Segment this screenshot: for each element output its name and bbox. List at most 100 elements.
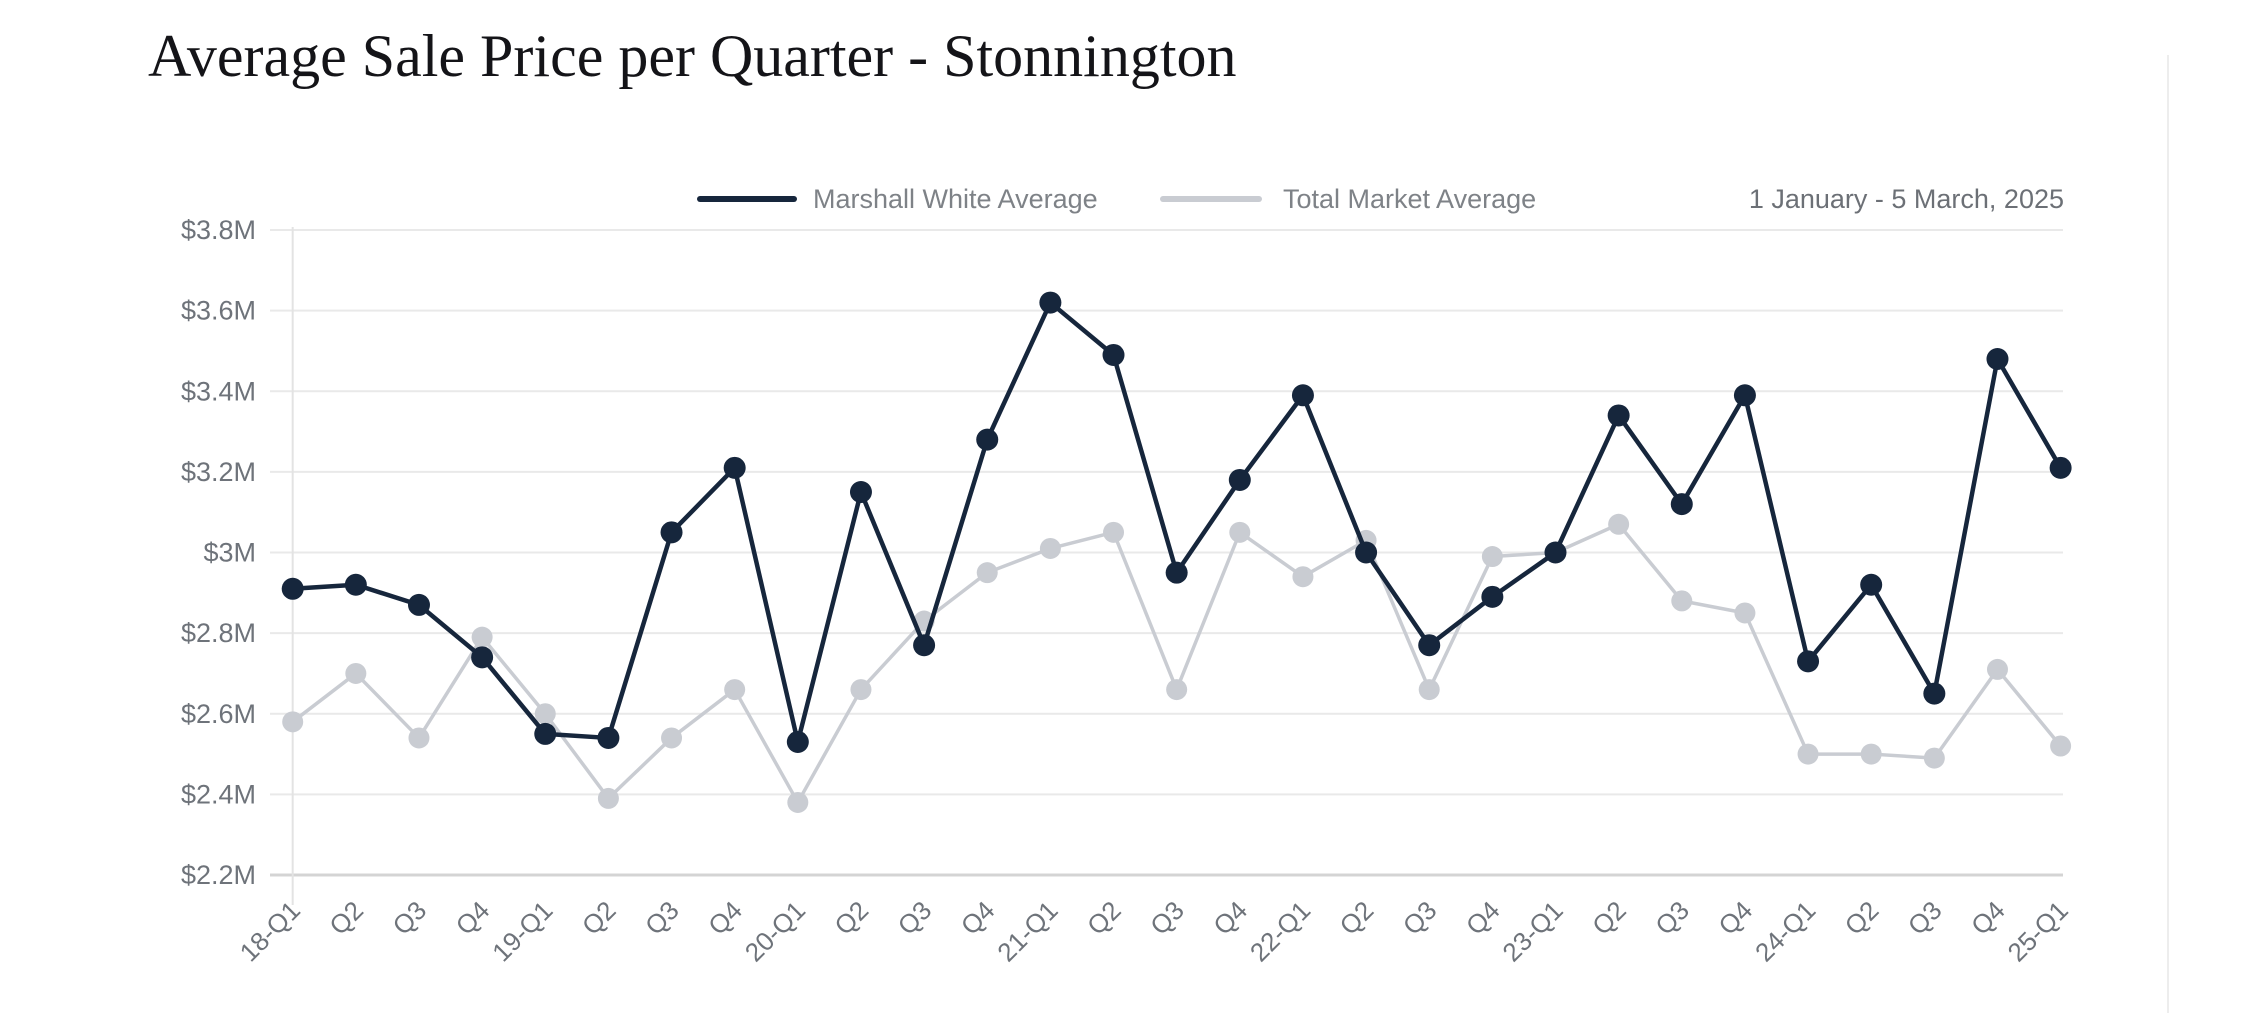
data-point-total-market-average — [1671, 590, 1693, 612]
y-tick-label: $3.4M — [181, 376, 256, 406]
data-point-marshall-white-average — [786, 730, 809, 753]
x-tick-label: Q4 — [1460, 895, 1506, 941]
x-tick-label: Q2 — [323, 895, 369, 941]
data-point-marshall-white-average — [344, 573, 367, 596]
x-tick-label: Q2 — [1839, 895, 1885, 941]
x-tick-label: Q2 — [1081, 895, 1127, 941]
data-point-marshall-white-average — [723, 456, 746, 479]
data-point-total-market-average — [1608, 513, 1630, 535]
x-tick-label: Q2 — [828, 895, 874, 941]
data-point-marshall-white-average — [1165, 561, 1188, 584]
data-point-total-market-average — [976, 562, 998, 584]
data-point-marshall-white-average — [281, 577, 304, 600]
y-tick-label: $2.6M — [181, 699, 256, 729]
y-tick-label: $3M — [203, 538, 256, 568]
x-tick-label: 18-Q1 — [234, 895, 306, 967]
x-tick-label: Q3 — [1649, 895, 1695, 941]
x-tick-label: Q3 — [1902, 895, 1948, 941]
data-point-marshall-white-average — [1102, 343, 1125, 366]
x-tick-label: Q3 — [892, 895, 938, 941]
chart-title: Average Sale Price per Quarter - Stonnin… — [148, 23, 1237, 89]
data-point-total-market-average — [1039, 537, 1061, 559]
data-point-marshall-white-average — [2049, 456, 2072, 479]
data-point-total-market-average — [2050, 735, 2072, 757]
data-point-marshall-white-average — [1039, 291, 1062, 314]
x-tick-label: Q4 — [1965, 895, 2011, 941]
data-point-marshall-white-average — [1607, 404, 1630, 427]
data-point-total-market-average — [1166, 679, 1188, 701]
x-tick-label: 23-Q1 — [1496, 895, 1568, 967]
data-point-total-market-average — [1860, 743, 1882, 765]
legend-swatch-marshall-white — [697, 196, 797, 202]
legend-label-marshall-white: Marshall White Average — [813, 184, 1098, 214]
y-tick-label: $3.2M — [181, 457, 256, 487]
data-point-total-market-average — [1418, 679, 1440, 701]
x-tick-label: Q3 — [386, 895, 432, 941]
data-point-total-market-average — [1986, 658, 2008, 680]
x-tick-label: Q2 — [1586, 895, 1632, 941]
x-tick-label: Q4 — [450, 895, 496, 941]
x-tick-label: 22-Q1 — [1244, 895, 1316, 967]
data-point-marshall-white-average — [1291, 384, 1314, 407]
data-point-total-market-average — [661, 727, 683, 749]
x-tick-label: Q4 — [702, 895, 748, 941]
legend-swatch-total-market — [1160, 196, 1262, 202]
y-tick-label: $3.6M — [181, 296, 256, 326]
data-point-total-market-average — [724, 679, 746, 701]
data-point-total-market-average — [597, 787, 619, 809]
data-point-total-market-average — [1923, 747, 1945, 769]
data-point-marshall-white-average — [1544, 541, 1567, 564]
data-point-total-market-average — [850, 679, 872, 701]
data-point-marshall-white-average — [976, 428, 999, 451]
data-point-marshall-white-average — [1986, 348, 2009, 370]
x-tick-label: Q3 — [1397, 895, 1443, 941]
data-point-total-market-average — [471, 626, 493, 648]
data-point-marshall-white-average — [1228, 468, 1251, 491]
data-point-total-market-average — [1103, 521, 1125, 543]
data-point-marshall-white-average — [407, 593, 430, 616]
x-tick-label: 19-Q1 — [486, 895, 558, 967]
data-point-marshall-white-average — [660, 521, 683, 544]
x-tick-label: 25-Q1 — [2002, 895, 2074, 967]
data-point-marshall-white-average — [1797, 650, 1820, 673]
data-point-marshall-white-average — [1923, 682, 1946, 705]
y-tick-label: $2.8M — [181, 618, 256, 648]
x-tick-label: Q2 — [576, 895, 622, 941]
data-point-total-market-average — [1481, 546, 1503, 568]
data-point-marshall-white-average — [849, 481, 872, 504]
x-tick-label: 21-Q1 — [991, 895, 1063, 967]
data-point-total-market-average — [1734, 602, 1756, 624]
y-tick-label: $2.2M — [181, 860, 256, 890]
data-point-total-market-average — [1229, 521, 1251, 543]
x-tick-label: 24-Q1 — [1749, 895, 1821, 967]
y-tick-label: $2.4M — [181, 779, 256, 809]
data-point-total-market-average — [408, 727, 430, 749]
data-point-marshall-white-average — [1481, 585, 1504, 608]
data-point-total-market-average — [1797, 743, 1819, 765]
date-range-label: 1 January - 5 March, 2025 — [1748, 184, 2064, 214]
data-point-marshall-white-average — [1733, 384, 1756, 407]
data-point-marshall-white-average — [1418, 634, 1441, 657]
data-point-marshall-white-average — [1670, 493, 1693, 516]
series-line-marshall-white-average — [290, 300, 2063, 745]
data-point-marshall-white-average — [471, 646, 494, 669]
x-tick-label: Q4 — [1712, 895, 1758, 941]
data-point-total-market-average — [534, 703, 556, 725]
x-tick-label: Q2 — [1334, 895, 1380, 941]
x-tick-label: Q3 — [1144, 895, 1190, 941]
data-point-total-market-average — [787, 791, 809, 813]
data-point-total-market-average — [1292, 566, 1314, 588]
data-point-marshall-white-average — [913, 634, 936, 657]
x-tick-label: Q3 — [639, 895, 685, 941]
data-point-marshall-white-average — [597, 726, 620, 749]
x-tick-label: 20-Q1 — [739, 895, 811, 967]
data-point-total-market-average — [345, 662, 367, 684]
data-point-marshall-white-average — [1860, 573, 1883, 596]
legend-label-total-market: Total Market Average — [1283, 184, 1537, 214]
data-point-marshall-white-average — [534, 722, 557, 745]
x-tick-label: Q4 — [1207, 895, 1253, 941]
x-tick-label: Q4 — [955, 895, 1001, 941]
data-point-total-market-average — [282, 711, 304, 733]
